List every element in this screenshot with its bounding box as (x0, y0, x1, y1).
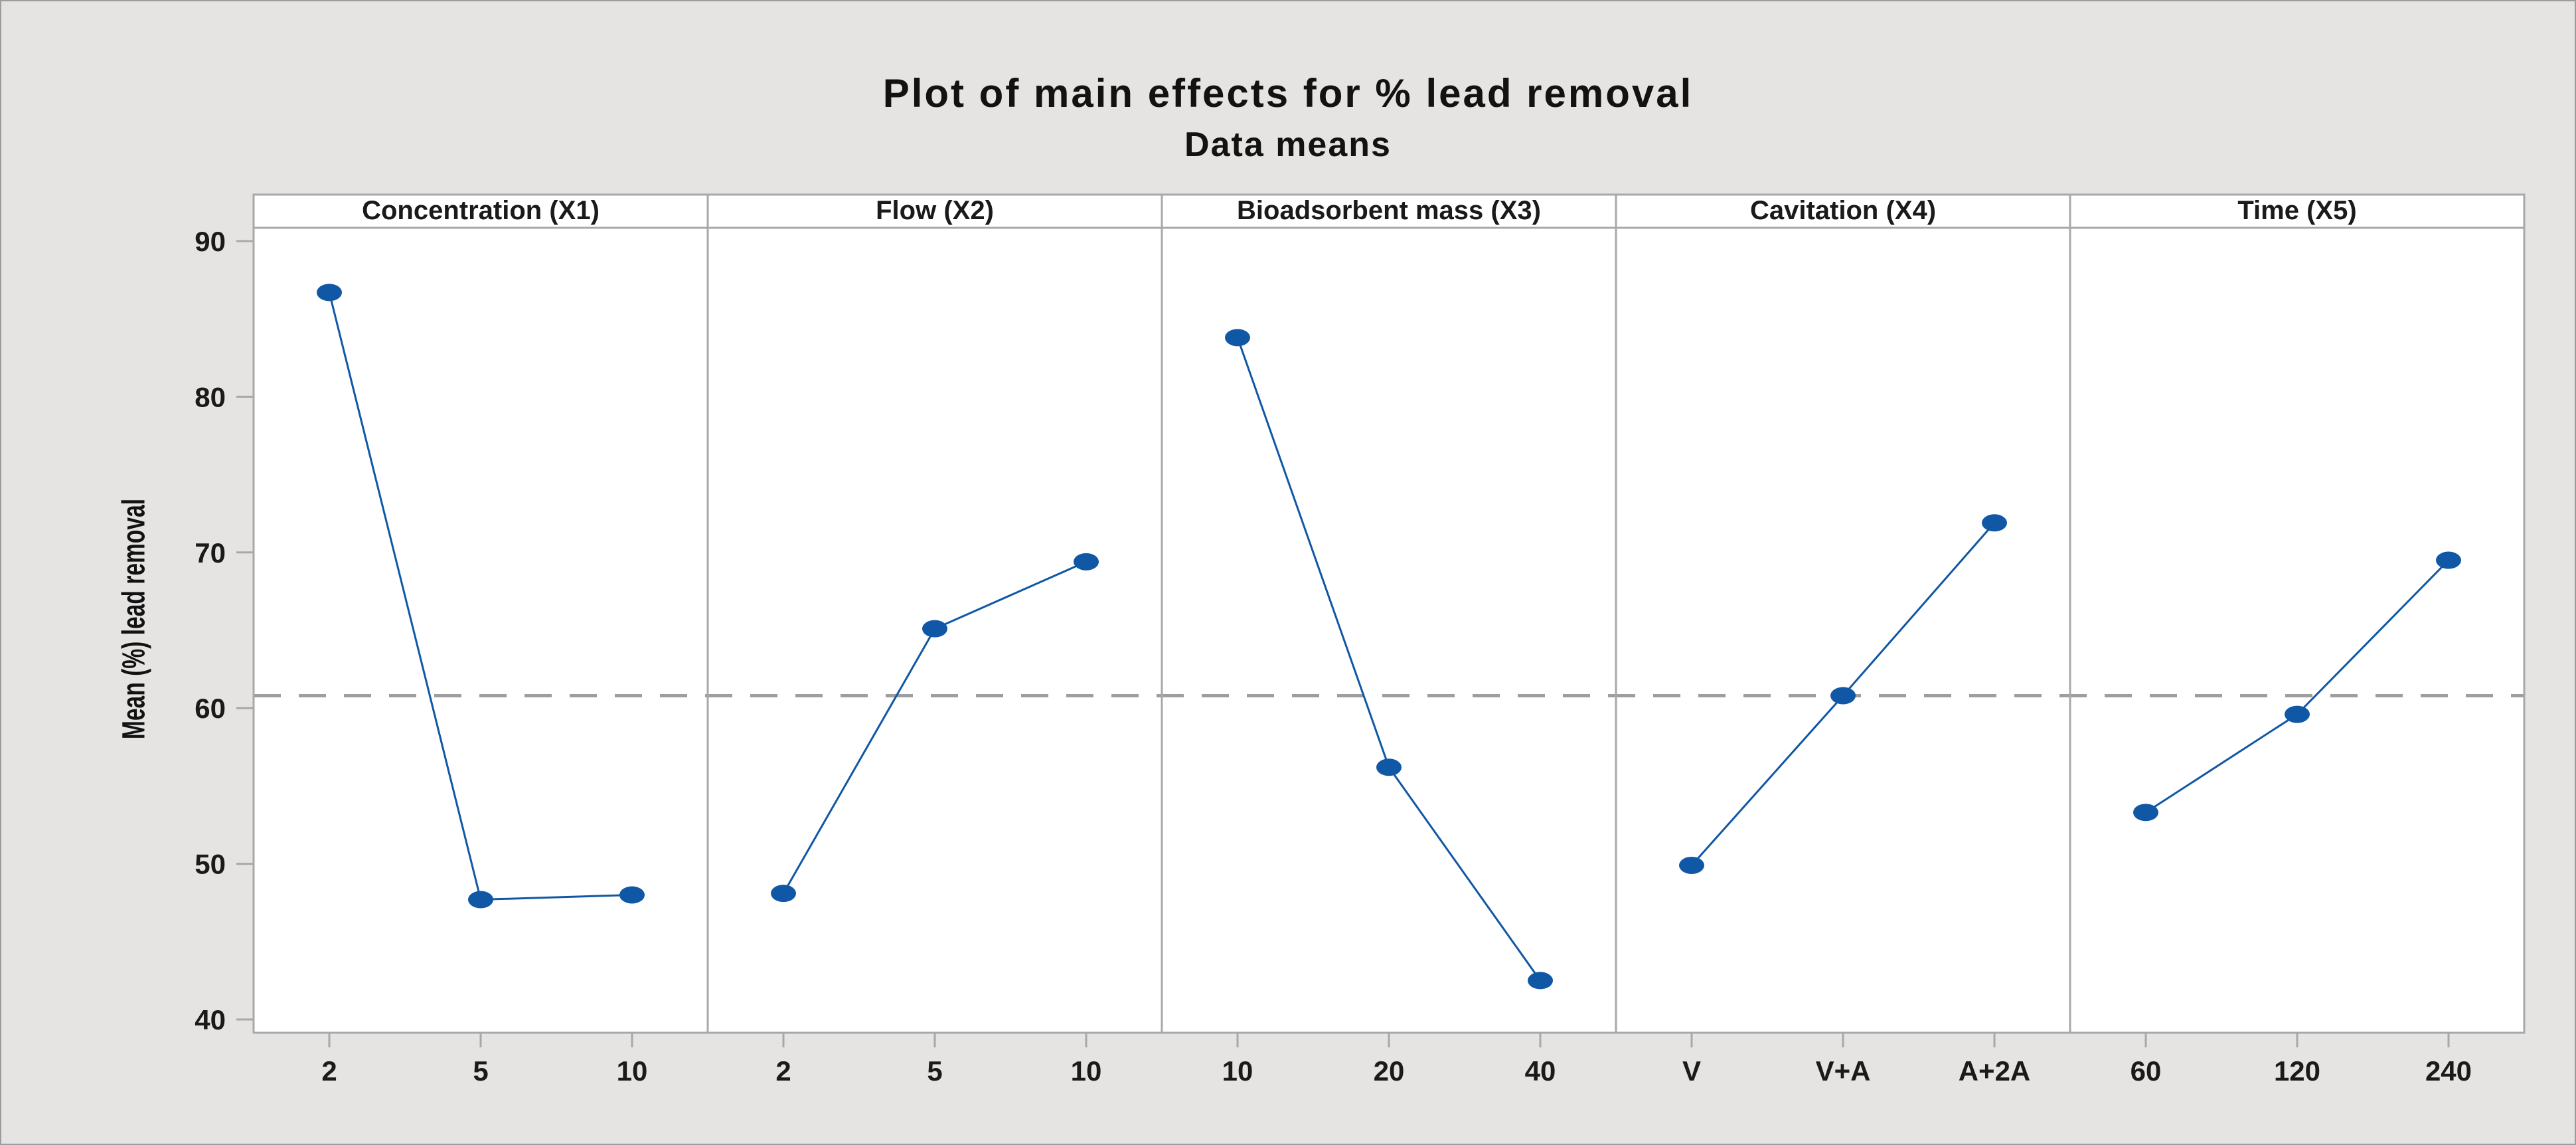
data-point (1982, 514, 2007, 532)
x-tick-label: A+2A (1959, 1055, 2031, 1087)
x-tick-label: 240 (2425, 1055, 2472, 1087)
x-tick-label: V (1682, 1055, 1701, 1087)
data-point (468, 891, 493, 909)
data-point (1528, 972, 1553, 990)
x-tick-label: 120 (2274, 1055, 2320, 1087)
data-point (2285, 705, 2310, 723)
x-tick-label: 10 (1071, 1055, 1102, 1087)
x-tick-label: 20 (1374, 1055, 1405, 1087)
data-point (922, 620, 947, 638)
data-point (1679, 856, 1704, 874)
panel-label: Flow (X2) (876, 196, 994, 225)
panel-label: Time (X5) (2237, 196, 2356, 225)
x-tick-label: 2 (321, 1055, 337, 1087)
data-point (771, 885, 796, 903)
data-point (1376, 758, 1402, 776)
x-tick-label: 2 (775, 1055, 791, 1087)
y-tick-label: 40 (195, 1004, 226, 1035)
x-tick-label: 60 (2131, 1055, 2162, 1087)
y-tick-label: 60 (195, 693, 226, 724)
data-point (619, 886, 645, 904)
y-tick-label: 80 (195, 381, 226, 412)
x-tick-label: V+A (1816, 1055, 1871, 1087)
x-tick-label: 5 (473, 1055, 488, 1087)
x-tick-label: 5 (927, 1055, 942, 1087)
data-point (1830, 687, 1856, 705)
panel-label: Bioadsorbent mass (X3) (1237, 196, 1541, 225)
x-tick-label: 40 (1525, 1055, 1556, 1087)
x-tick-label: 10 (1222, 1055, 1253, 1087)
plot-background (254, 195, 2524, 1033)
x-tick-label: 10 (617, 1055, 648, 1087)
data-point (317, 284, 342, 302)
plot-border (252, 193, 2526, 1034)
data-point (1225, 329, 1250, 347)
panel-label: Cavitation (X4) (1750, 196, 1936, 225)
data-point (1074, 553, 1099, 571)
chart-title: Plot of main effects for % lead removal (882, 71, 1694, 116)
data-point (2133, 804, 2158, 822)
y-tick-label: 90 (195, 226, 226, 257)
y-tick-label: 50 (195, 849, 226, 880)
data-point (2436, 551, 2461, 569)
y-tick-label: 70 (195, 537, 226, 569)
chart-subtitle: Data means (1184, 126, 1392, 164)
panel-label: Concentration (X1) (362, 196, 600, 225)
